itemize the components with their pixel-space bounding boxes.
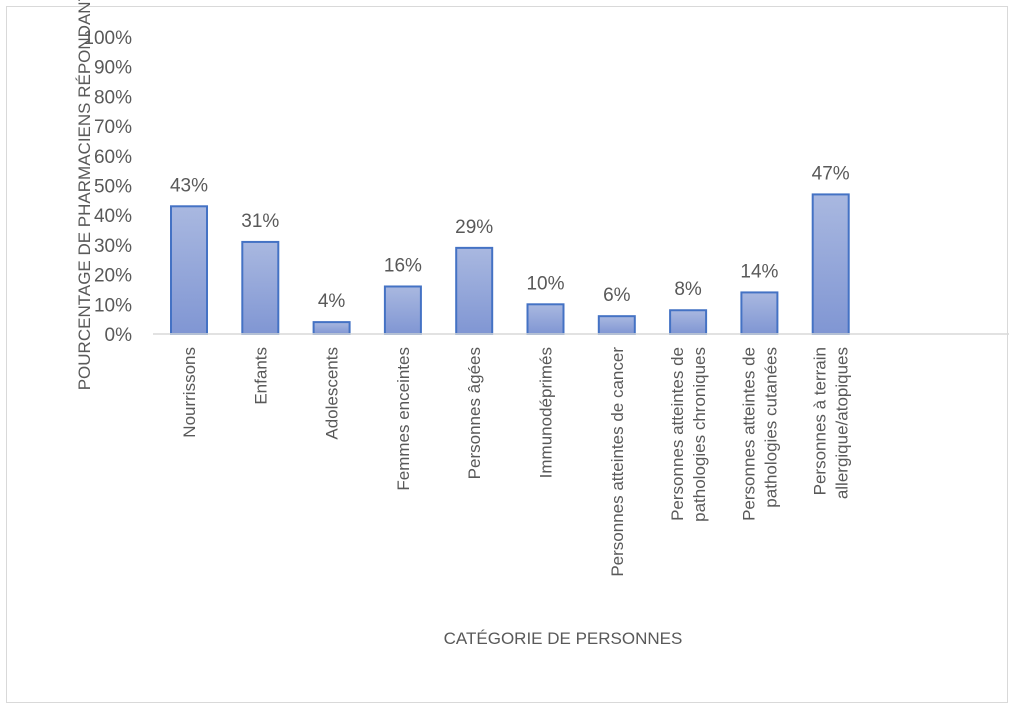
data-label: 4%: [318, 291, 346, 312]
bar: [170, 205, 208, 335]
category-label-line: Personnes atteintes de: [668, 347, 687, 521]
data-label: 10%: [526, 273, 564, 294]
bar: [597, 315, 636, 335]
category-label: Nourrissons: [180, 347, 199, 438]
y-tick-label: 20%: [94, 266, 132, 287]
y-tick-label: 80%: [94, 87, 132, 108]
category-label-line: Femmes enceintes: [394, 347, 413, 491]
data-label: 6%: [603, 285, 631, 306]
category-label-line: Personnes atteintes de: [739, 347, 758, 521]
category-label-line: Adolescents: [323, 347, 342, 440]
data-label: 29%: [455, 217, 493, 238]
category-label: Personnes atteintes de pathologies chroni…: [668, 347, 709, 522]
data-labels: 43% 31% 4% 16% 29% 10% 6% 8% 14% 47%: [170, 163, 850, 312]
bar: [383, 285, 422, 336]
category-label-line: Personnes âgées: [465, 347, 484, 479]
category-label-line: pathologies cutanées: [761, 347, 780, 508]
category-label-line: Enfants: [251, 347, 270, 405]
category-label-line: Nourrissons: [180, 347, 199, 438]
category-label: Personnes âgées: [465, 347, 484, 479]
category-label-line: allergique/atopiques: [833, 347, 852, 499]
bar: [811, 193, 850, 335]
bars: [170, 193, 850, 336]
data-label: 16%: [384, 255, 422, 276]
bar: [241, 240, 280, 335]
category-label: Adolescents: [323, 347, 342, 440]
bar: [455, 246, 494, 335]
x-axis: Nourrissons Enfants Adolescents Femmes ence…: [153, 333, 1009, 577]
category-label: Femmes enceintes: [394, 347, 413, 491]
y-tick-label: 60%: [94, 147, 132, 168]
bar: [526, 303, 565, 335]
y-tick-label: 50%: [94, 177, 132, 198]
data-label: 47%: [812, 163, 850, 184]
y-tick-label: 70%: [94, 117, 132, 138]
bar: [669, 309, 708, 335]
y-axis-title: POURCENTAGE DE PHARMACIENS RÉPONDANTS: [75, 0, 94, 390]
y-tick-label: 90%: [94, 58, 132, 79]
y-tick-label: 30%: [94, 236, 132, 257]
category-label: Immunodéprimés: [537, 347, 556, 478]
y-axis: 0% 10% 20% 30% 40% 50% 60% 70% 80% 90% 100%: [83, 28, 132, 346]
category-label: Personnes atteintes de pathologies cutané…: [739, 347, 780, 521]
category-label: Personnes atteintes de cancer: [608, 347, 627, 577]
category-label-line: Personnes atteintes de cancer: [608, 347, 627, 577]
y-tick-label: 100%: [83, 28, 132, 49]
bar: [312, 321, 351, 335]
category-label: Enfants: [251, 347, 270, 405]
y-tick-label: 0%: [105, 325, 133, 346]
chart-frame: [6, 6, 1008, 703]
category-label: Personnes à terrain allergique/atopiques: [811, 347, 852, 499]
x-axis-title: CATÉGORIE DE PERSONNES: [444, 629, 683, 648]
category-label-line: Immunodéprimés: [537, 347, 556, 478]
data-label: 14%: [740, 261, 778, 282]
data-label: 43%: [170, 175, 208, 196]
category-label-line: Personnes à terrain: [811, 347, 830, 495]
y-tick-label: 40%: [94, 206, 132, 227]
y-tick-label: 10%: [94, 295, 132, 316]
bar: [740, 291, 779, 336]
data-label: 31%: [241, 211, 279, 232]
data-label: 8%: [674, 279, 702, 300]
category-label-line: pathologies chroniques: [690, 347, 709, 522]
